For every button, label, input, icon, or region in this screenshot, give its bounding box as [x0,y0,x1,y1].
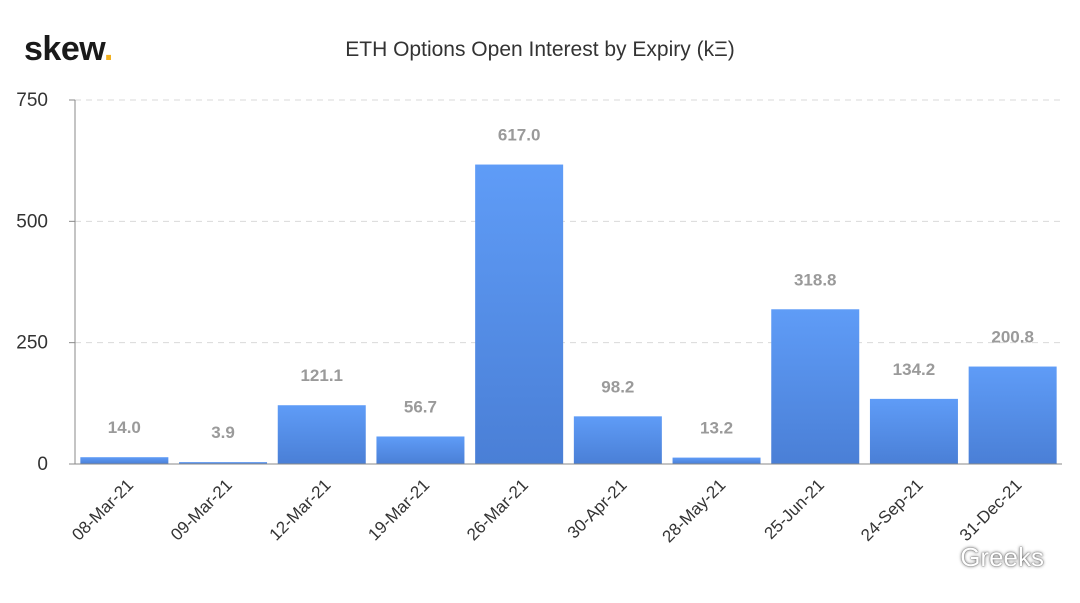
y-tick-label: 750 [16,90,48,111]
data-label: 200.8 [991,328,1034,347]
y-tick-label: 0 [37,454,48,475]
watermark: Greeks [920,542,1044,573]
x-tick-label: 24-Sep-21 [857,475,927,545]
x-tick-label: 08-Mar-21 [68,475,137,544]
bar [80,457,169,464]
bar [376,436,465,464]
chart-title: ETH Options Open Interest by Expiry (kΞ) [345,38,735,61]
x-tick-label: 09-Mar-21 [167,475,236,544]
bar [968,366,1057,464]
bar [869,398,958,464]
watermark-text: Greeks [960,542,1044,572]
x-tick-label: 12-Mar-21 [266,475,335,544]
x-tick-label: 19-Mar-21 [364,475,433,544]
data-label: 98.2 [601,377,634,396]
x-tick-label: 31-Dec-21 [956,475,1026,545]
data-label: 13.2 [700,419,733,438]
data-label: 56.7 [404,397,437,416]
x-tick-label: 25-Jun-21 [761,475,829,543]
bar [277,405,366,464]
data-label: 617.0 [498,126,541,145]
wechat-icon [921,545,953,570]
skew-logo: skew. [24,30,113,68]
bar [771,309,860,464]
data-label: 121.1 [300,366,343,385]
x-tick-label: 30-Apr-21 [564,475,631,542]
bar [475,164,564,465]
x-tick-label: 26-Mar-21 [463,475,532,544]
bar [179,462,268,464]
data-label: 14.0 [108,418,141,437]
data-label: 318.8 [794,270,837,289]
bar [573,416,662,464]
bar [672,457,761,464]
x-tick-label: 28-May-21 [658,475,729,546]
y-tick-label: 500 [16,211,48,232]
y-tick-label: 250 [16,333,48,354]
data-label: 3.9 [211,423,235,442]
data-label: 134.2 [893,360,936,379]
